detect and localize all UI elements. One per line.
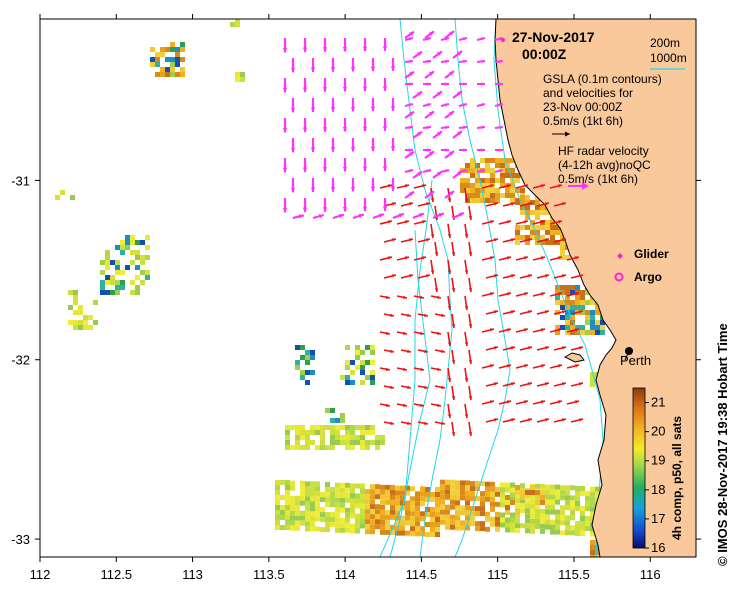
colorbar-tick-label: 21 bbox=[651, 395, 665, 410]
colorbar-tick-label: 17 bbox=[651, 511, 665, 526]
y-tick-label: -33 bbox=[11, 532, 30, 547]
contour-deep bbox=[379, 179, 433, 557]
legend-200m-label: 200m bbox=[650, 36, 680, 50]
x-tick-label: 116 bbox=[640, 567, 661, 582]
x-tick-label: 114 bbox=[335, 567, 356, 582]
colorbar-label: 4h comp, p50, all sats bbox=[670, 416, 684, 540]
perth-label: Perth bbox=[620, 353, 651, 368]
colorbar-tick-label: 18 bbox=[651, 482, 665, 497]
plot-frame bbox=[39, 18, 697, 558]
colorbar-ticks: 21 20 19 18 17 16 bbox=[645, 395, 665, 555]
hf-legend-line1: HF radar velocity bbox=[558, 144, 649, 158]
y-tick-label: -31 bbox=[11, 173, 30, 188]
contour-1000m-c bbox=[389, 229, 431, 557]
x-tick-label: 115 bbox=[487, 567, 508, 582]
x-tick-label: 113.5 bbox=[253, 567, 285, 582]
time-label: 00:00Z bbox=[522, 46, 567, 62]
hf-legend-line2: (4-12h avg)noQC bbox=[558, 158, 651, 172]
land-mass bbox=[494, 19, 696, 557]
contour-1000m-b bbox=[454, 19, 511, 557]
argo-legend-marker bbox=[614, 272, 624, 282]
glider-legend-marker bbox=[617, 253, 623, 259]
colorbar bbox=[632, 387, 646, 549]
argo-legend-label: Argo bbox=[634, 270, 662, 284]
gsla-legend-line2: and velocities for bbox=[543, 86, 633, 100]
hf-legend-scale: 0.5m/s (1kt 6h) bbox=[558, 172, 638, 186]
island bbox=[563, 352, 585, 363]
gsla-legend-scale: 0.5m/s (1kt 6h) bbox=[543, 114, 623, 128]
glider-marker-header bbox=[501, 38, 505, 42]
x-axis: 112 112.5 113 113.5 114 114.5 115 115.5 116 bbox=[30, 14, 661, 582]
y-axis: -31 -32 -33 bbox=[11, 173, 701, 547]
hf-legend-arrow bbox=[568, 182, 589, 190]
x-tick-label: 115.5 bbox=[558, 567, 590, 582]
gsla-legend-arrow bbox=[552, 131, 570, 137]
contour-1000m-a bbox=[399, 19, 453, 557]
x-tick-label: 113 bbox=[182, 567, 203, 582]
date-label: 27-Nov-2017 bbox=[512, 29, 595, 45]
glider-legend-label: Glider bbox=[634, 247, 669, 261]
gsla-legend-line3: 23-Nov 00:00Z bbox=[543, 100, 622, 114]
hf-radar-arrows bbox=[282, 30, 504, 220]
x-tick-label: 112.5 bbox=[100, 567, 132, 582]
legend-1000m-label: 1000m bbox=[650, 51, 687, 65]
gsla-legend-line1: GSLA (0.1m contours) bbox=[543, 72, 662, 86]
colorbar-tick-label: 19 bbox=[651, 453, 665, 468]
credit-text: © IMOS 28-Nov-2017 19:38 Hobart Time bbox=[715, 323, 730, 566]
x-tick-label: 112 bbox=[30, 567, 51, 582]
colorbar-tick-label: 20 bbox=[651, 424, 665, 439]
perth-leader bbox=[624, 350, 630, 361]
y-tick-label: -32 bbox=[11, 353, 30, 368]
x-tick-label: 114.5 bbox=[406, 567, 438, 582]
colorbar-tick-label: 16 bbox=[651, 540, 665, 555]
